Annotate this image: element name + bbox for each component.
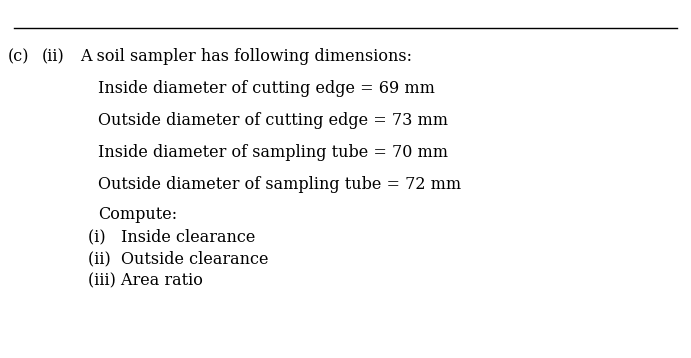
Text: (ii): (ii) (42, 48, 65, 65)
Text: Compute:: Compute: (98, 206, 177, 223)
Text: A soil sampler has following dimensions:: A soil sampler has following dimensions: (80, 48, 412, 65)
Text: (i)   Inside clearance: (i) Inside clearance (88, 228, 256, 245)
Text: (c): (c) (8, 48, 30, 65)
Text: Inside diameter of cutting edge = 69 mm: Inside diameter of cutting edge = 69 mm (98, 80, 435, 97)
Text: Inside diameter of sampling tube = 70 mm: Inside diameter of sampling tube = 70 mm (98, 144, 448, 161)
Text: (iii) Area ratio: (iii) Area ratio (88, 272, 203, 289)
Text: (ii)  Outside clearance: (ii) Outside clearance (88, 250, 269, 267)
Text: Outside diameter of sampling tube = 72 mm: Outside diameter of sampling tube = 72 m… (98, 176, 461, 193)
Text: Outside diameter of cutting edge = 73 mm: Outside diameter of cutting edge = 73 mm (98, 112, 448, 129)
